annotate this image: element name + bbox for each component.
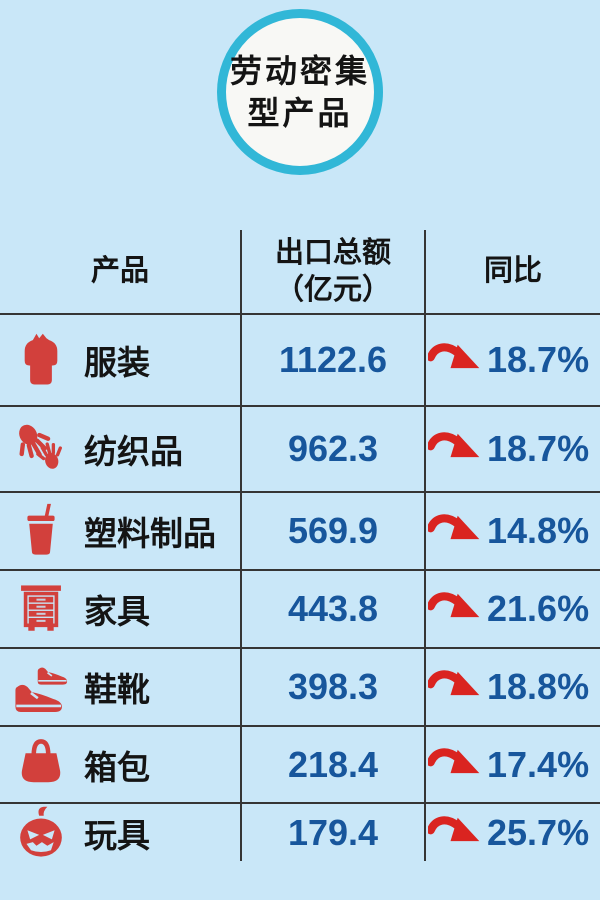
cup-icon — [10, 500, 72, 562]
yoy-cell: 21.6% — [426, 571, 600, 649]
product-name: 鞋靴 — [84, 671, 150, 708]
table-row: 塑料制品 — [0, 493, 240, 571]
table-row: 纺织品 — [0, 407, 240, 493]
yoy-cell: 14.8% — [426, 493, 600, 571]
shoes-icon — [10, 656, 72, 718]
export-value: 398.3 — [240, 649, 426, 727]
header-yoy: 同比 — [426, 230, 600, 315]
table-row: 家具 — [0, 571, 240, 649]
product-name: 箱包 — [84, 748, 150, 786]
yoy-value: 14.8% — [487, 510, 590, 551]
badge-title-line2: 型产品 — [247, 95, 353, 131]
yoy-value: 18.7% — [487, 339, 590, 380]
bag-icon — [10, 734, 72, 796]
product-name: 纺织品 — [84, 433, 183, 470]
table-row: 鞋靴 — [0, 649, 240, 727]
product-name: 服装 — [84, 344, 150, 381]
export-value: 569.9 — [240, 493, 426, 571]
table: 产品 出口总额 （亿元） 同比 服装 1122.6 18.7% 纺织品 962.… — [0, 230, 600, 861]
yoy-value: 25.7% — [487, 811, 590, 853]
dresser-icon — [10, 578, 72, 640]
yoy-cell: 18.7% — [426, 407, 600, 493]
trend-arrow-icon — [426, 668, 482, 706]
header-product: 产品 — [0, 230, 240, 315]
yoy-value: 17.4% — [487, 743, 590, 785]
export-value: 1122.6 — [240, 315, 426, 407]
export-value: 179.4 — [240, 804, 426, 861]
yoy-value: 21.6% — [487, 588, 590, 629]
trend-arrow-icon — [426, 512, 482, 550]
yoy-value: 18.8% — [487, 666, 590, 707]
title-badge: 劳动密集 型产品 — [217, 9, 383, 175]
export-value: 443.8 — [240, 571, 426, 649]
trend-arrow-icon — [426, 814, 482, 852]
table-row: 玩具 — [0, 804, 240, 861]
yoy-value: 18.7% — [487, 428, 590, 469]
product-name: 玩具 — [84, 816, 150, 854]
header-export-total: 出口总额 （亿元） — [240, 230, 426, 315]
sweater-icon — [10, 329, 72, 391]
yoy-cell: 18.8% — [426, 649, 600, 727]
trend-arrow-icon — [426, 430, 482, 468]
hands-icon — [10, 418, 72, 480]
export-value: 218.4 — [240, 727, 426, 804]
yoy-cell: 18.7% — [426, 315, 600, 407]
product-name: 家具 — [84, 593, 150, 630]
yoy-cell: 25.7% — [426, 804, 600, 861]
trend-arrow-icon — [426, 341, 482, 379]
pumpkin-icon — [10, 804, 72, 861]
trend-arrow-icon — [426, 746, 482, 784]
trend-arrow-icon — [426, 590, 482, 628]
export-value: 962.3 — [240, 407, 426, 493]
product-name: 塑料制品 — [84, 515, 216, 552]
yoy-cell: 17.4% — [426, 727, 600, 804]
table-row: 箱包 — [0, 727, 240, 804]
badge-title-line1: 劳动密集 — [229, 53, 370, 89]
table-row: 服装 — [0, 315, 240, 407]
